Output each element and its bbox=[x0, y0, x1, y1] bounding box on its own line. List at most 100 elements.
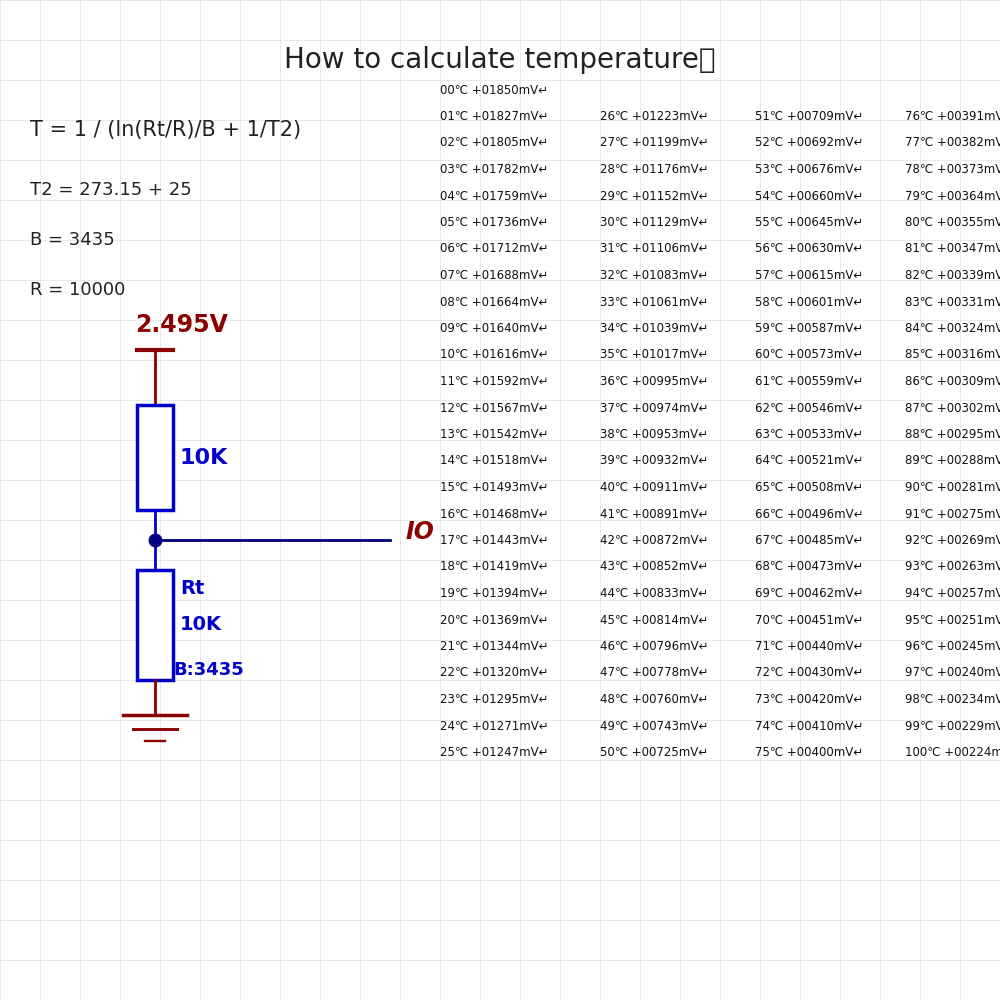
Text: 82℃ +00339mV↵: 82℃ +00339mV↵ bbox=[905, 269, 1000, 282]
Text: 20℃ +01369mV↵: 20℃ +01369mV↵ bbox=[440, 613, 548, 626]
Text: Rt: Rt bbox=[180, 578, 204, 597]
Text: 83℃ +00331mV↵: 83℃ +00331mV↵ bbox=[905, 296, 1000, 308]
Text: 80℃ +00355mV↵: 80℃ +00355mV↵ bbox=[905, 216, 1000, 229]
Text: 72℃ +00430mV↵: 72℃ +00430mV↵ bbox=[755, 666, 863, 680]
Text: 12℃ +01567mV↵: 12℃ +01567mV↵ bbox=[440, 401, 548, 414]
Text: 23℃ +01295mV↵: 23℃ +01295mV↵ bbox=[440, 693, 548, 706]
Text: 51℃ +00709mV↵: 51℃ +00709mV↵ bbox=[755, 110, 863, 123]
Text: 11℃ +01592mV↵: 11℃ +01592mV↵ bbox=[440, 375, 548, 388]
Text: 28℃ +01176mV↵: 28℃ +01176mV↵ bbox=[600, 163, 708, 176]
Text: 95℃ +00251mV↵: 95℃ +00251mV↵ bbox=[905, 613, 1000, 626]
Text: 71℃ +00440mV↵: 71℃ +00440mV↵ bbox=[755, 640, 863, 653]
Text: T2 = 273.15 + 25: T2 = 273.15 + 25 bbox=[30, 181, 192, 199]
Text: 68℃ +00473mV↵: 68℃ +00473mV↵ bbox=[755, 560, 863, 574]
Text: 10K: 10K bbox=[180, 615, 222, 635]
Text: 70℃ +00451mV↵: 70℃ +00451mV↵ bbox=[755, 613, 863, 626]
Text: 2.495V: 2.495V bbox=[135, 313, 228, 337]
Text: 91℃ +00275mV↵: 91℃ +00275mV↵ bbox=[905, 508, 1000, 520]
Text: 58℃ +00601mV↵: 58℃ +00601mV↵ bbox=[755, 296, 863, 308]
Text: 55℃ +00645mV↵: 55℃ +00645mV↵ bbox=[755, 216, 863, 229]
Text: 15℃ +01493mV↵: 15℃ +01493mV↵ bbox=[440, 481, 548, 494]
Text: 75℃ +00400mV↵: 75℃ +00400mV↵ bbox=[755, 746, 863, 759]
Text: 01℃ +01827mV↵: 01℃ +01827mV↵ bbox=[440, 110, 548, 123]
Text: 79℃ +00364mV↵: 79℃ +00364mV↵ bbox=[905, 190, 1000, 202]
Text: 44℃ +00833mV↵: 44℃ +00833mV↵ bbox=[600, 587, 708, 600]
Text: 53℃ +00676mV↵: 53℃ +00676mV↵ bbox=[755, 163, 863, 176]
Text: 76℃ +00391mV↵: 76℃ +00391mV↵ bbox=[905, 110, 1000, 123]
Text: 05℃ +01736mV↵: 05℃ +01736mV↵ bbox=[440, 216, 548, 229]
Text: 06℃ +01712mV↵: 06℃ +01712mV↵ bbox=[440, 242, 548, 255]
Text: 46℃ +00796mV↵: 46℃ +00796mV↵ bbox=[600, 640, 708, 653]
Text: 19℃ +01394mV↵: 19℃ +01394mV↵ bbox=[440, 587, 548, 600]
Text: 22℃ +01320mV↵: 22℃ +01320mV↵ bbox=[440, 666, 548, 680]
Text: 09℃ +01640mV↵: 09℃ +01640mV↵ bbox=[440, 322, 548, 335]
Text: 47℃ +00778mV↵: 47℃ +00778mV↵ bbox=[600, 666, 708, 680]
Text: 03℃ +01782mV↵: 03℃ +01782mV↵ bbox=[440, 163, 548, 176]
Text: 42℃ +00872mV↵: 42℃ +00872mV↵ bbox=[600, 534, 708, 547]
Text: 85℃ +00316mV↵: 85℃ +00316mV↵ bbox=[905, 349, 1000, 361]
Text: 41℃ +00891mV↵: 41℃ +00891mV↵ bbox=[600, 508, 708, 520]
Text: 67℃ +00485mV↵: 67℃ +00485mV↵ bbox=[755, 534, 863, 547]
Text: 27℃ +01199mV↵: 27℃ +01199mV↵ bbox=[600, 136, 709, 149]
Text: 81℃ +00347mV↵: 81℃ +00347mV↵ bbox=[905, 242, 1000, 255]
Text: 99℃ +00229mV↵: 99℃ +00229mV↵ bbox=[905, 720, 1000, 732]
Text: R = 10000: R = 10000 bbox=[30, 281, 125, 299]
Text: 10℃ +01616mV↵: 10℃ +01616mV↵ bbox=[440, 349, 548, 361]
Text: 78℃ +00373mV↵: 78℃ +00373mV↵ bbox=[905, 163, 1000, 176]
Text: T = 1 / (ln(Rt/R)/B + 1/T2): T = 1 / (ln(Rt/R)/B + 1/T2) bbox=[30, 120, 301, 140]
Text: 73℃ +00420mV↵: 73℃ +00420mV↵ bbox=[755, 693, 863, 706]
Text: 14℃ +01518mV↵: 14℃ +01518mV↵ bbox=[440, 454, 548, 468]
Text: 89℃ +00288mV↵: 89℃ +00288mV↵ bbox=[905, 454, 1000, 468]
Text: 61℃ +00559mV↵: 61℃ +00559mV↵ bbox=[755, 375, 863, 388]
Text: 07℃ +01688mV↵: 07℃ +01688mV↵ bbox=[440, 269, 548, 282]
Text: 39℃ +00932mV↵: 39℃ +00932mV↵ bbox=[600, 454, 708, 468]
Text: 66℃ +00496mV↵: 66℃ +00496mV↵ bbox=[755, 508, 864, 520]
Text: 45℃ +00814mV↵: 45℃ +00814mV↵ bbox=[600, 613, 708, 626]
Text: 18℃ +01419mV↵: 18℃ +01419mV↵ bbox=[440, 560, 548, 574]
Text: 69℃ +00462mV↵: 69℃ +00462mV↵ bbox=[755, 587, 864, 600]
Text: 48℃ +00760mV↵: 48℃ +00760mV↵ bbox=[600, 693, 708, 706]
Text: 00℃ +01850mV↵: 00℃ +01850mV↵ bbox=[440, 84, 548, 97]
Bar bbox=[137, 570, 173, 680]
Text: 87℃ +00302mV↵: 87℃ +00302mV↵ bbox=[905, 401, 1000, 414]
Text: 54℃ +00660mV↵: 54℃ +00660mV↵ bbox=[755, 190, 863, 202]
Text: 37℃ +00974mV↵: 37℃ +00974mV↵ bbox=[600, 401, 708, 414]
Text: 86℃ +00309mV↵: 86℃ +00309mV↵ bbox=[905, 375, 1000, 388]
Text: 43℃ +00852mV↵: 43℃ +00852mV↵ bbox=[600, 560, 708, 574]
Text: 04℃ +01759mV↵: 04℃ +01759mV↵ bbox=[440, 190, 548, 202]
Text: 65℃ +00508mV↵: 65℃ +00508mV↵ bbox=[755, 481, 863, 494]
Text: 96℃ +00245mV↵: 96℃ +00245mV↵ bbox=[905, 640, 1000, 653]
Text: 25℃ +01247mV↵: 25℃ +01247mV↵ bbox=[440, 746, 548, 759]
Text: 29℃ +01152mV↵: 29℃ +01152mV↵ bbox=[600, 190, 708, 202]
Text: 64℃ +00521mV↵: 64℃ +00521mV↵ bbox=[755, 454, 863, 468]
Text: 13℃ +01542mV↵: 13℃ +01542mV↵ bbox=[440, 428, 548, 441]
Text: 21℃ +01344mV↵: 21℃ +01344mV↵ bbox=[440, 640, 548, 653]
Text: 92℃ +00269mV↵: 92℃ +00269mV↵ bbox=[905, 534, 1000, 547]
Bar bbox=[137, 405, 173, 510]
Text: 35℃ +01017mV↵: 35℃ +01017mV↵ bbox=[600, 349, 708, 361]
Text: 17℃ +01443mV↵: 17℃ +01443mV↵ bbox=[440, 534, 548, 547]
Text: 10K: 10K bbox=[180, 448, 228, 468]
Text: B = 3435: B = 3435 bbox=[30, 231, 115, 249]
Text: 62℃ +00546mV↵: 62℃ +00546mV↵ bbox=[755, 401, 863, 414]
Text: 24℃ +01271mV↵: 24℃ +01271mV↵ bbox=[440, 720, 549, 732]
Text: 49℃ +00743mV↵: 49℃ +00743mV↵ bbox=[600, 720, 708, 732]
Text: B:3435: B:3435 bbox=[173, 661, 244, 679]
Text: 94℃ +00257mV↵: 94℃ +00257mV↵ bbox=[905, 587, 1000, 600]
Text: 93℃ +00263mV↵: 93℃ +00263mV↵ bbox=[905, 560, 1000, 574]
Text: IO: IO bbox=[405, 520, 434, 544]
Text: How to calculate temperature！: How to calculate temperature！ bbox=[284, 46, 716, 74]
Text: 50℃ +00725mV↵: 50℃ +00725mV↵ bbox=[600, 746, 708, 759]
Text: 100℃ +00224mV↵: 100℃ +00224mV↵ bbox=[905, 746, 1000, 759]
Text: 90℃ +00281mV↵: 90℃ +00281mV↵ bbox=[905, 481, 1000, 494]
Text: 02℃ +01805mV↵: 02℃ +01805mV↵ bbox=[440, 136, 548, 149]
Text: 98℃ +00234mV↵: 98℃ +00234mV↵ bbox=[905, 693, 1000, 706]
Text: 74℃ +00410mV↵: 74℃ +00410mV↵ bbox=[755, 720, 863, 732]
Text: 84℃ +00324mV↵: 84℃ +00324mV↵ bbox=[905, 322, 1000, 335]
Text: 56℃ +00630mV↵: 56℃ +00630mV↵ bbox=[755, 242, 863, 255]
Text: 34℃ +01039mV↵: 34℃ +01039mV↵ bbox=[600, 322, 708, 335]
Text: 52℃ +00692mV↵: 52℃ +00692mV↵ bbox=[755, 136, 863, 149]
Text: 30℃ +01129mV↵: 30℃ +01129mV↵ bbox=[600, 216, 708, 229]
Text: 63℃ +00533mV↵: 63℃ +00533mV↵ bbox=[755, 428, 863, 441]
Text: 08℃ +01664mV↵: 08℃ +01664mV↵ bbox=[440, 296, 548, 308]
